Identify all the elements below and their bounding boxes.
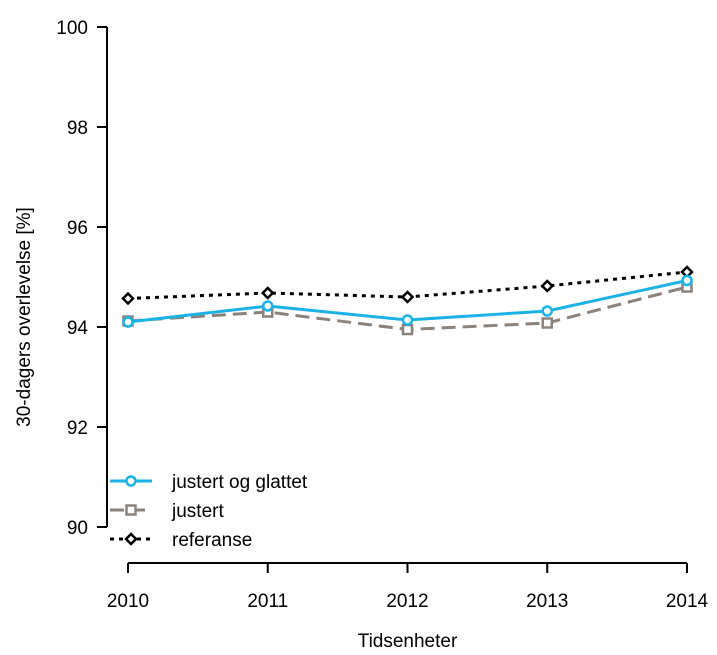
data-point (540, 279, 555, 293)
axes: 90 92 94 96 98 100 2010 2011 2012 2013 2014 (56, 18, 708, 612)
y-tick-label: 92 (67, 418, 88, 439)
legend: justert og glattet justert referanse (110, 472, 308, 551)
data-point (400, 290, 415, 304)
data-point (122, 316, 134, 328)
x-tick-label: 2014 (666, 591, 709, 612)
x-tick-label: 2013 (526, 591, 568, 612)
x-tick-label: 2012 (386, 591, 428, 612)
data-point (401, 323, 414, 336)
data-point (541, 317, 553, 329)
y-tick-label: 100 (56, 18, 88, 39)
legend-item: justert (110, 501, 224, 522)
data-point (541, 305, 553, 317)
legend-label: justert og glattet (171, 472, 308, 493)
x-axis-title: Tidsenheter (358, 631, 458, 652)
legend-swatch-marker (125, 475, 137, 487)
series-layer (121, 265, 694, 336)
data-point (262, 300, 274, 312)
series-diamond (121, 265, 694, 306)
series-square (122, 281, 693, 336)
data-point (401, 314, 414, 326)
data-point (681, 274, 693, 287)
data-point (121, 291, 135, 306)
legend-label: referanse (172, 530, 252, 551)
legend-label: justert (171, 501, 224, 522)
legend-swatch-marker (125, 504, 137, 516)
y-tick-label: 94 (67, 318, 89, 339)
legend-item: referanse (110, 530, 252, 551)
y-tick-label: 98 (67, 118, 88, 139)
legend-swatch-marker (124, 532, 138, 546)
y-tick-label: 96 (67, 218, 88, 239)
x-tick-label: 2010 (107, 591, 149, 612)
y-axis-title: 30-dagers overlevelse [%] (14, 207, 35, 427)
data-point (260, 286, 275, 300)
y-tick-label: 90 (67, 518, 88, 539)
x-tick-label: 2011 (247, 591, 288, 612)
series-circle (122, 274, 693, 328)
legend-item: justert og glattet (110, 472, 308, 493)
